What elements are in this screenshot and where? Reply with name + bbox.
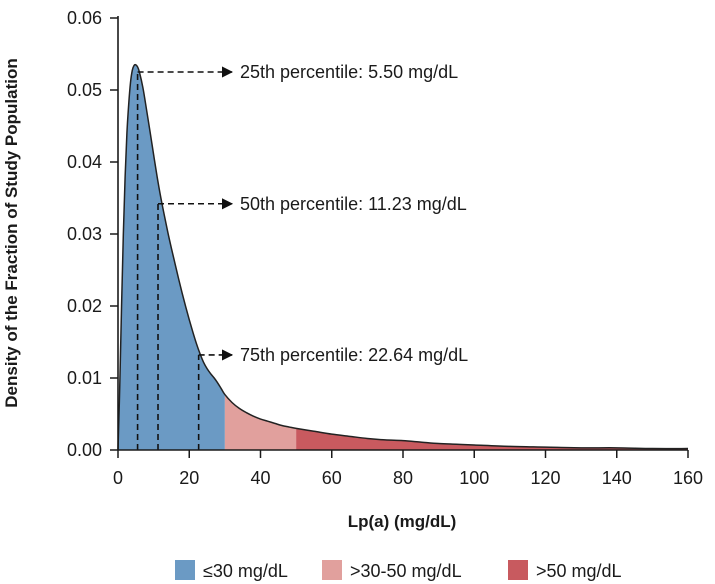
y-axis-title: Density of the Fraction of Study Populat… <box>2 58 21 407</box>
legend-swatch-1 <box>175 560 195 580</box>
legend-swatch-3 <box>508 560 528 580</box>
density-curve <box>117 63 689 451</box>
x-tick-label: 40 <box>250 468 270 488</box>
x-axis-title: Lp(a) (mg/dL) <box>348 512 457 531</box>
legend: ≤30 mg/dL >30-50 mg/dL >50 mg/dL <box>175 560 622 581</box>
x-tick-label: 140 <box>602 468 632 488</box>
percentile-label-3: 75th percentile: 22.64 mg/dL <box>240 345 468 365</box>
percentile-label-1: 25th percentile: 5.50 mg/dL <box>240 62 458 82</box>
y-tick-label: 0.06 <box>67 8 102 28</box>
legend-label-3: >50 mg/dL <box>536 561 622 581</box>
x-tick-label: 160 <box>673 468 703 488</box>
legend-swatch-2 <box>322 560 342 580</box>
x-tick-label: 80 <box>393 468 413 488</box>
percentile-label-2: 50th percentile: 11.23 mg/dL <box>240 194 467 214</box>
x-tick-label: 120 <box>530 468 560 488</box>
axes-layer: 0 20 40 60 80 100 120 140 160 0.00 0.01 0.02 0.03 0.0… <box>67 8 703 488</box>
x-tick-label: 20 <box>179 468 199 488</box>
y-tick-label: 0.02 <box>67 296 102 316</box>
annotations-layer: 25th percentile: 5.50 mg/dL 50th percenti… <box>136 62 468 450</box>
x-tick-label: 0 <box>113 468 123 488</box>
y-tick-label: 0.05 <box>67 80 102 100</box>
legend-label-2: >30-50 mg/dL <box>350 561 462 581</box>
y-tick-label: 0.00 <box>67 440 102 460</box>
y-tick-label: 0.03 <box>67 224 102 244</box>
region-1 <box>118 64 225 450</box>
y-tick-label: 0.04 <box>67 152 102 172</box>
x-tick-label: 60 <box>322 468 342 488</box>
y-tick-label: 0.01 <box>67 368 102 388</box>
x-tick-label: 100 <box>459 468 489 488</box>
legend-label-1: ≤30 mg/dL <box>203 561 288 581</box>
